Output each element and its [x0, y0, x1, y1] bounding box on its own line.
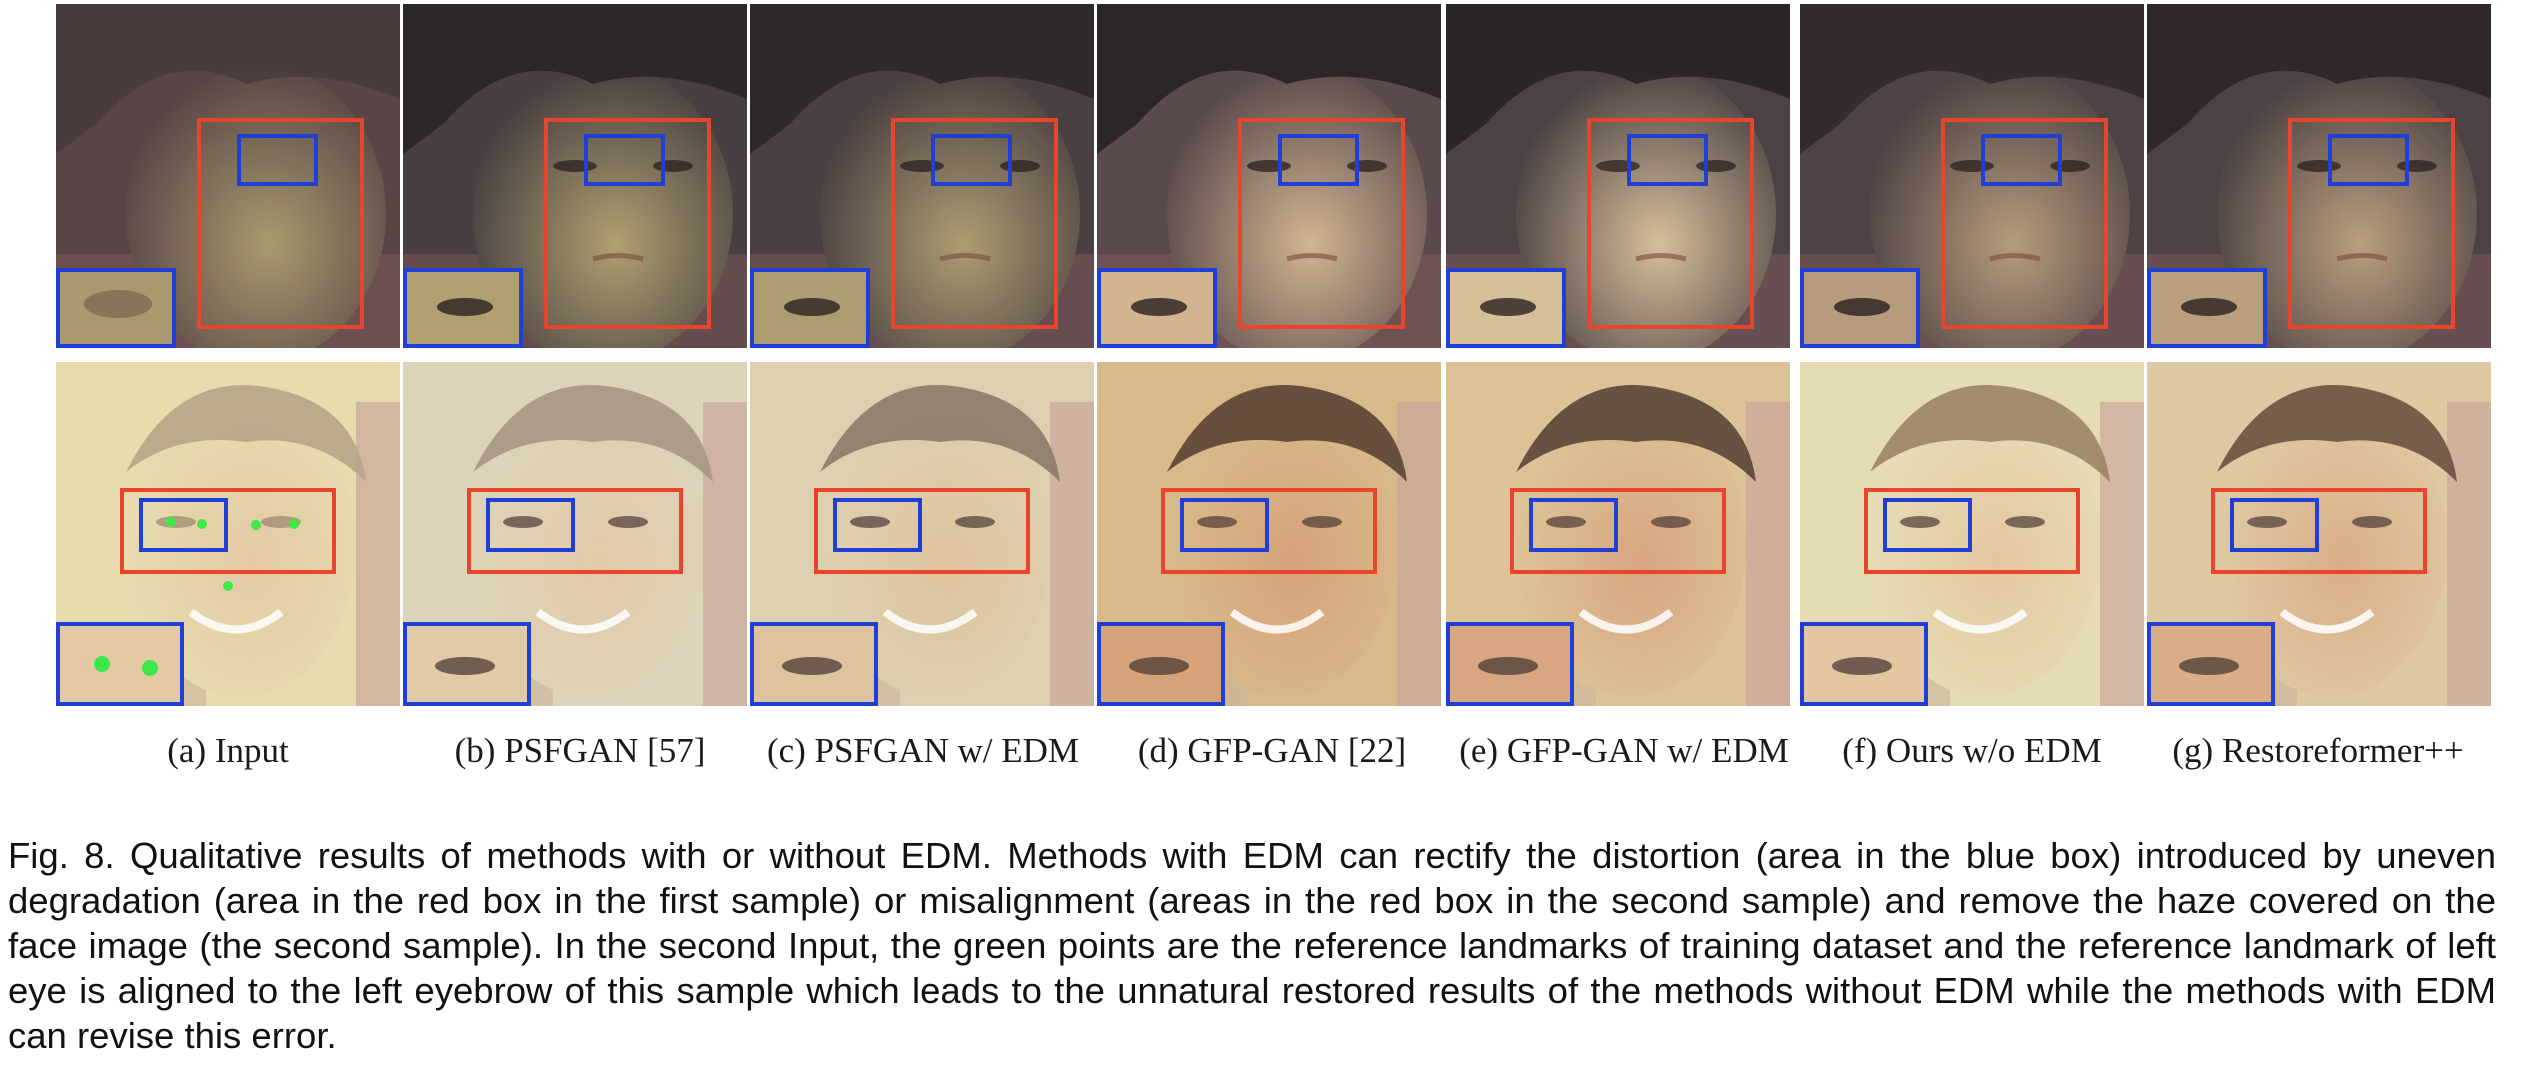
reference-landmark: [166, 517, 176, 527]
reference-landmark: [289, 519, 299, 529]
eye-zoom-inset: [1800, 268, 1920, 348]
eye-zoom-inset: [1097, 622, 1225, 706]
child-face-photo: [1446, 4, 1790, 348]
result-image: [403, 4, 747, 348]
man-face-photo: [56, 362, 400, 706]
man-face-photo: [1800, 362, 2144, 706]
figure-caption: Fig. 8. Qualitative results of methods w…: [8, 835, 2496, 1056]
man-face-photo: [1097, 362, 1441, 706]
child-face-photo: [2147, 4, 2491, 348]
result-image: [750, 4, 1094, 348]
man-face-photo: [2147, 362, 2491, 706]
panel-label: (f) Ours w/o EDM: [1842, 731, 2102, 770]
child-face-photo: [1800, 4, 2144, 348]
result-image: [2147, 4, 2491, 348]
eye-zoom-inset: [403, 622, 531, 706]
child-face-photo: [750, 4, 1094, 348]
eye-zoom-inset: [750, 622, 878, 706]
eye-zoom-inset: [1446, 268, 1566, 348]
child-face-photo: [56, 4, 400, 348]
man-face-photo: [403, 362, 747, 706]
result-image: [2147, 362, 2491, 706]
eye-zoom-inset: [1800, 622, 1928, 706]
eye-zoom-inset: [2147, 622, 2275, 706]
result-image: [1097, 362, 1441, 706]
result-image: [56, 362, 400, 706]
panel-label: (b) PSFGAN [57]: [454, 731, 706, 770]
result-image: [403, 362, 747, 706]
eye-zoom-inset: [750, 268, 870, 348]
panel-label: (c) PSFGAN w/ EDM: [766, 731, 1080, 770]
eye-zoom-inset: [1446, 622, 1574, 706]
reference-landmark: [197, 519, 207, 529]
result-image: [1097, 4, 1441, 348]
panel-label: (e) GFP-GAN w/ EDM: [1459, 731, 1789, 770]
panel-label: (g) Restoreformer++: [2172, 731, 2464, 770]
child-face-photo: [1097, 4, 1441, 348]
reference-landmark: [251, 520, 261, 530]
result-image: [56, 4, 400, 348]
eye-zoom-inset: [403, 268, 523, 348]
man-face-photo: [750, 362, 1094, 706]
eye-zoom-inset: [1097, 268, 1217, 348]
result-image: [1446, 4, 1790, 348]
child-face-photo: [403, 4, 747, 348]
result-image: [1800, 4, 2144, 348]
eye-zoom-inset: [56, 622, 184, 706]
result-image: [750, 362, 1094, 706]
panel-label: (d) GFP-GAN [22]: [1137, 731, 1407, 770]
panel-label: (a) Input: [167, 731, 289, 770]
eye-zoom-inset: [2147, 268, 2267, 348]
man-face-photo: [1446, 362, 1790, 706]
result-image: [1800, 362, 2144, 706]
reference-landmark: [223, 581, 233, 591]
eye-zoom-inset: [56, 268, 176, 348]
result-image: [1446, 362, 1790, 706]
